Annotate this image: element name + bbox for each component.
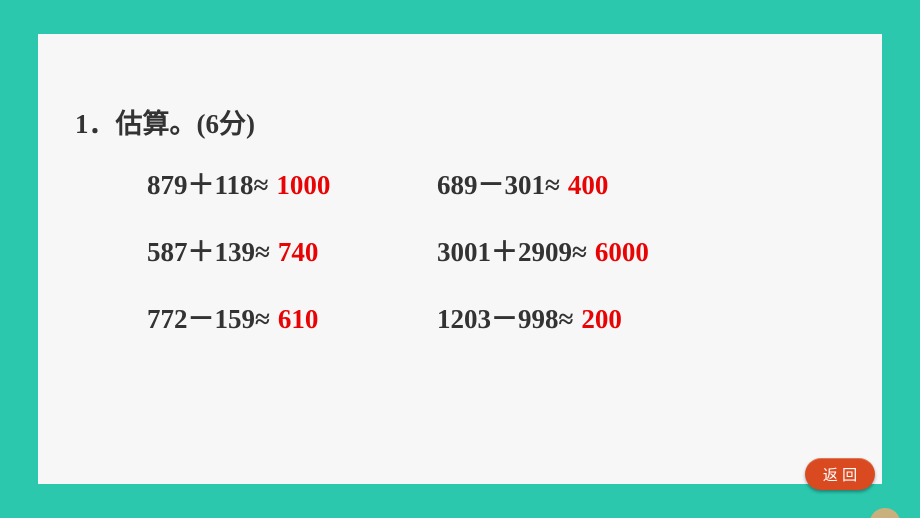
- slide: 1． 估算。 (6分) 879＋118≈ 1000 689－301≈ 400 5…: [0, 0, 920, 518]
- problem-cell: 587＋139≈ 740: [147, 230, 437, 269]
- answer-text: 740: [278, 237, 319, 268]
- answer-text: 200: [581, 304, 622, 335]
- answer-text: 400: [568, 170, 609, 201]
- problem-text: 772－159≈: [147, 297, 270, 336]
- return-button[interactable]: 返 回: [805, 458, 875, 490]
- problem-text: 3001＋2909≈: [437, 230, 587, 269]
- problem-text: 587＋139≈: [147, 230, 270, 269]
- problem-text: 879＋118≈: [147, 163, 268, 202]
- problem-cell: 689－301≈ 400: [437, 163, 777, 202]
- problem-text: 1203－998≈: [437, 297, 573, 336]
- return-button-label: 返 回: [823, 464, 857, 485]
- answer-text: 1000: [276, 170, 330, 201]
- problem-row: 587＋139≈ 740 3001＋2909≈ 6000: [147, 230, 882, 269]
- problem-row: 772－159≈ 610 1203－998≈ 200: [147, 297, 882, 336]
- answer-text: 6000: [595, 237, 649, 268]
- problem-cell: 772－159≈ 610: [147, 297, 437, 336]
- decoration-shape: [870, 508, 900, 518]
- question-header: 1． 估算。 (6分): [75, 102, 882, 141]
- problem-cell: 1203－998≈ 200: [437, 297, 777, 336]
- problem-cell: 879＋118≈ 1000: [147, 163, 437, 202]
- problem-rows: 879＋118≈ 1000 689－301≈ 400 587＋139≈ 740 …: [147, 163, 882, 336]
- problem-row: 879＋118≈ 1000 689－301≈ 400: [147, 163, 882, 202]
- question-number: 1．: [75, 102, 116, 141]
- answer-text: 610: [278, 304, 319, 335]
- question-points: (6分): [197, 102, 255, 141]
- question-prompt: 估算。: [116, 102, 197, 141]
- problem-cell: 3001＋2909≈ 6000: [437, 230, 777, 269]
- problem-text: 689－301≈: [437, 163, 560, 202]
- corner-decoration: [870, 500, 900, 518]
- content-panel: 1． 估算。 (6分) 879＋118≈ 1000 689－301≈ 400 5…: [38, 34, 882, 484]
